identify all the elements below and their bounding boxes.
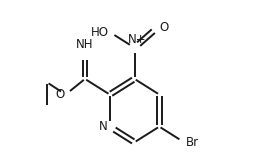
- Text: Br: Br: [186, 136, 199, 149]
- Text: NH: NH: [76, 38, 94, 51]
- Text: HO: HO: [91, 26, 109, 39]
- Text: N+: N+: [128, 33, 147, 46]
- Text: N: N: [99, 120, 108, 133]
- Text: O: O: [159, 21, 168, 34]
- Text: O: O: [55, 88, 65, 101]
